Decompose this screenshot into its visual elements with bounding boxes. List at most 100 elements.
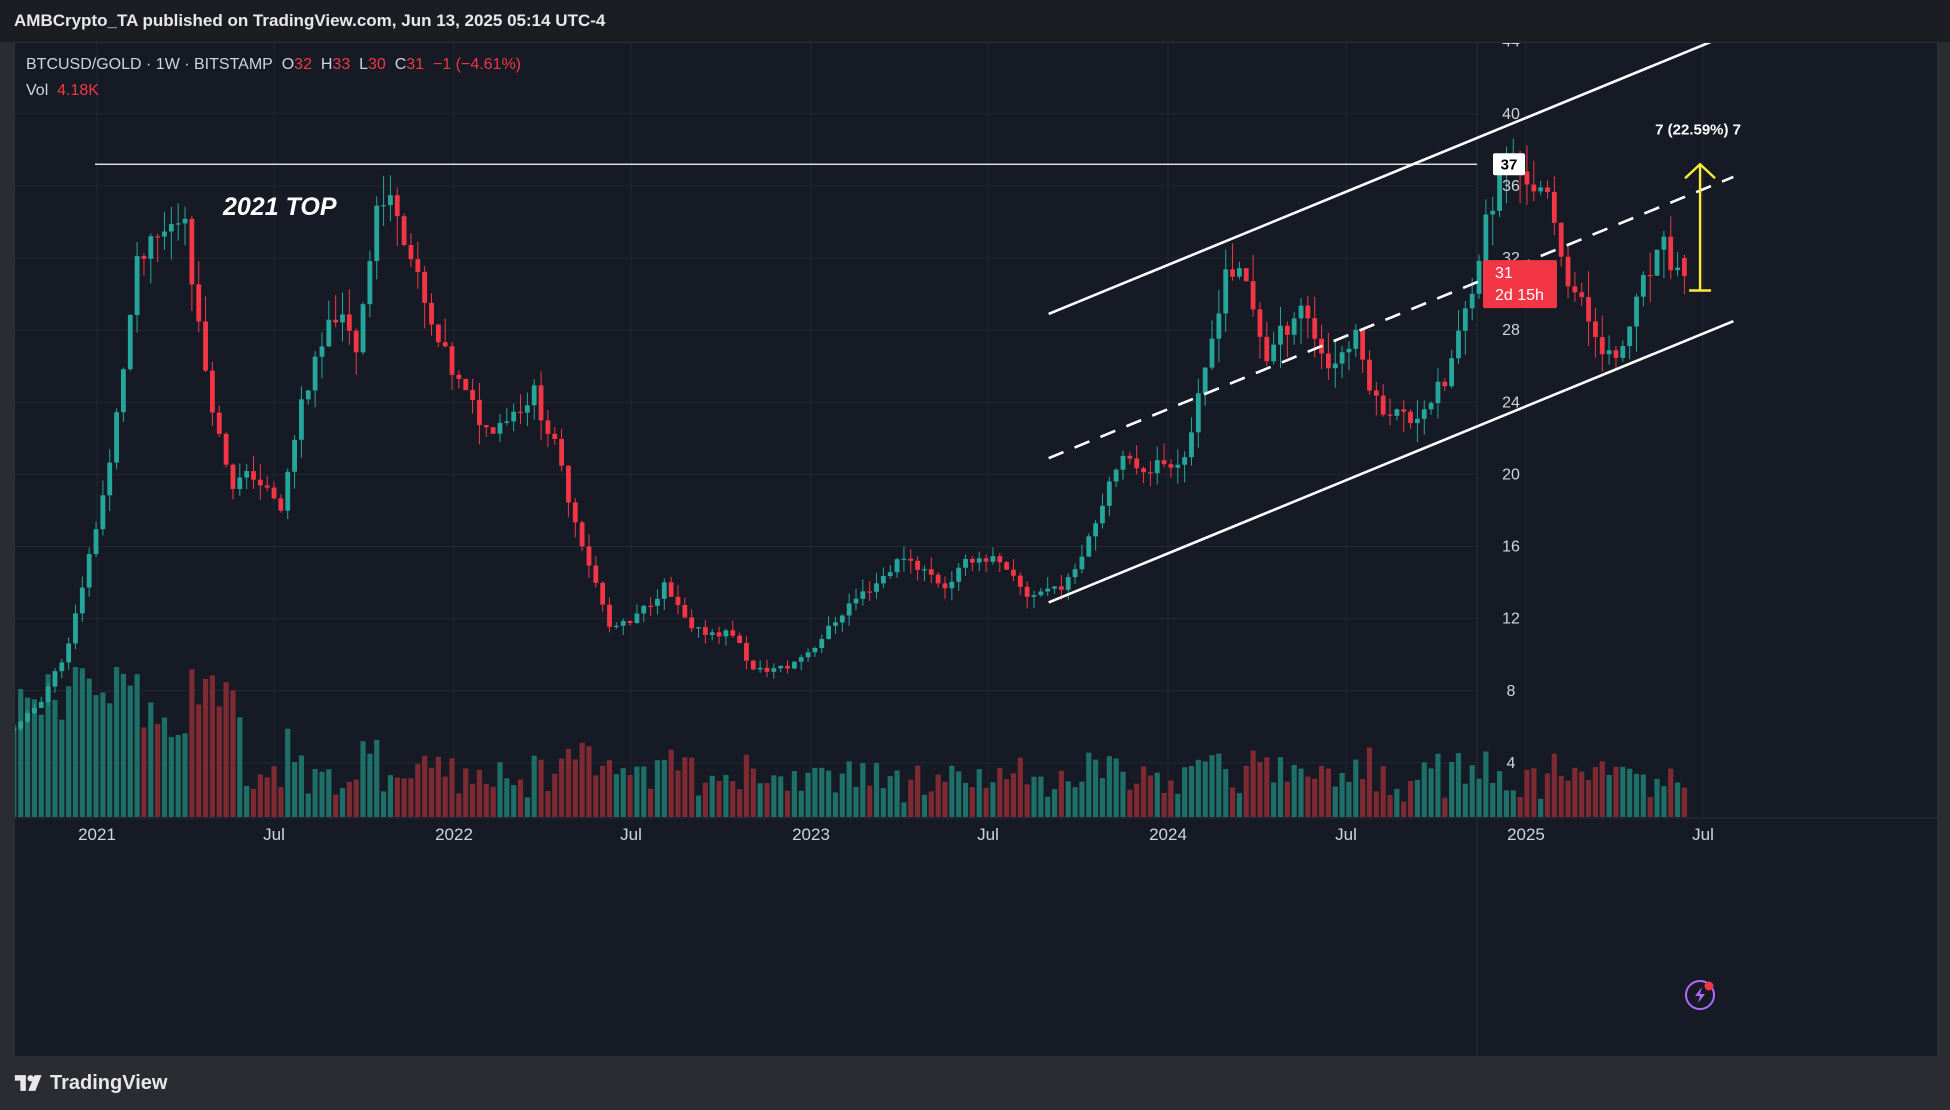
candle-body — [737, 635, 742, 643]
candle-body — [928, 569, 934, 575]
channel-upper-line[interactable] — [1048, 43, 1734, 316]
volume-bar — [723, 774, 729, 817]
candle-body — [333, 319, 339, 323]
candle-body — [1093, 523, 1099, 537]
x-tick-label: Jul — [1335, 825, 1357, 844]
candle-body — [1079, 556, 1085, 570]
volume-bar — [743, 754, 750, 817]
candle-body — [552, 433, 558, 439]
candle-body — [477, 399, 482, 426]
candle-body — [394, 195, 400, 217]
candle-body — [1045, 588, 1051, 592]
candle-body — [121, 369, 126, 413]
chart-panel[interactable]: 2021 TOP 7 (22.59%) 7 4 8 12 16 20 24 28 32 36 40… — [14, 42, 1938, 1058]
candle-body — [299, 399, 304, 440]
candle-body — [1237, 268, 1242, 277]
volume-bar — [757, 783, 763, 817]
footer-bar: TradingView — [0, 1056, 1950, 1110]
candle-body — [874, 583, 879, 592]
volume-bar — [887, 776, 893, 817]
volume-bar — [15, 724, 17, 817]
volume-bar — [387, 775, 394, 817]
candle-body — [483, 425, 489, 428]
candle-body — [175, 223, 181, 225]
candle-body — [1195, 393, 1201, 433]
volume-bar — [983, 787, 989, 817]
volume-bar — [572, 759, 578, 817]
replay-lightning-icon[interactable] — [1685, 980, 1715, 1010]
volume-bar — [675, 770, 681, 817]
volume-bar — [654, 760, 661, 817]
volume-bar — [1455, 753, 1462, 817]
candle-body — [79, 587, 85, 614]
price-range-measure[interactable] — [1684, 162, 1716, 292]
volume-value: 4.18K — [57, 82, 99, 99]
volume-bar — [1339, 772, 1345, 817]
candle-body — [429, 302, 434, 325]
candle-body — [1058, 586, 1064, 590]
volume-row: Vol 4.18K — [26, 78, 521, 104]
candle-body — [518, 411, 523, 413]
candle-body — [435, 324, 441, 343]
volume-bar — [339, 788, 346, 817]
volume-bar — [476, 769, 483, 817]
volume-bar — [435, 756, 441, 817]
candle-body — [1606, 350, 1612, 355]
volume-bar — [483, 783, 489, 817]
candle-body — [1647, 274, 1653, 277]
volume-bar — [942, 781, 948, 817]
volume-bar — [216, 706, 222, 817]
volume-bar — [1229, 787, 1236, 817]
candle-body — [709, 632, 715, 635]
volume-bar — [1195, 759, 1201, 817]
candle-body — [607, 604, 612, 627]
candle-body — [264, 485, 270, 488]
channel-middle-line[interactable] — [1048, 175, 1734, 460]
candle-body — [100, 495, 106, 530]
candle-body — [1038, 591, 1044, 596]
volume-bar — [1120, 771, 1126, 817]
volume-bar — [415, 763, 421, 817]
volume-bar — [223, 682, 229, 817]
chart-canvas[interactable]: 2021 TOP 7 (22.59%) 7 481216202428323640… — [15, 43, 1937, 1057]
volume-bar — [1236, 793, 1242, 817]
volume-bar — [908, 779, 914, 817]
volume-bar — [1503, 790, 1510, 817]
candle-body — [25, 713, 30, 722]
candle-body — [1141, 468, 1146, 473]
volume-bar — [298, 755, 305, 817]
volume-bar — [401, 778, 407, 817]
volume-bar — [668, 749, 674, 817]
volume-bar — [894, 770, 900, 817]
candle-body — [1182, 457, 1188, 465]
candle-body — [1435, 381, 1441, 404]
volume-bar — [408, 778, 414, 817]
volume-bar — [52, 699, 58, 817]
candle-body — [1353, 329, 1359, 349]
volume-bar — [134, 674, 140, 817]
last-price-tag — [1483, 260, 1557, 309]
channel-lower-line[interactable] — [1048, 319, 1734, 604]
candle-body — [244, 471, 250, 478]
volume-bar — [319, 771, 325, 817]
candle-body — [1161, 460, 1167, 465]
candle-body — [1100, 505, 1105, 524]
candle-body — [634, 613, 640, 624]
volume-bar — [230, 690, 236, 817]
volume-bar — [120, 673, 127, 817]
candle-body — [1257, 309, 1263, 337]
y-tick-label: 16 — [1502, 539, 1520, 556]
volume-bar — [976, 769, 982, 817]
candle-body — [1668, 236, 1674, 271]
volume-bar — [1681, 787, 1688, 817]
volume-bar — [1599, 761, 1605, 817]
candle-body — [326, 319, 332, 347]
volume-bar — [956, 771, 962, 817]
candle-body — [312, 356, 318, 391]
candle-body — [319, 346, 325, 357]
volume-bar — [613, 774, 619, 817]
volume-bar — [1469, 765, 1475, 817]
candle-body — [661, 582, 667, 599]
volume-bar — [1531, 768, 1537, 817]
candle-body — [976, 558, 982, 563]
